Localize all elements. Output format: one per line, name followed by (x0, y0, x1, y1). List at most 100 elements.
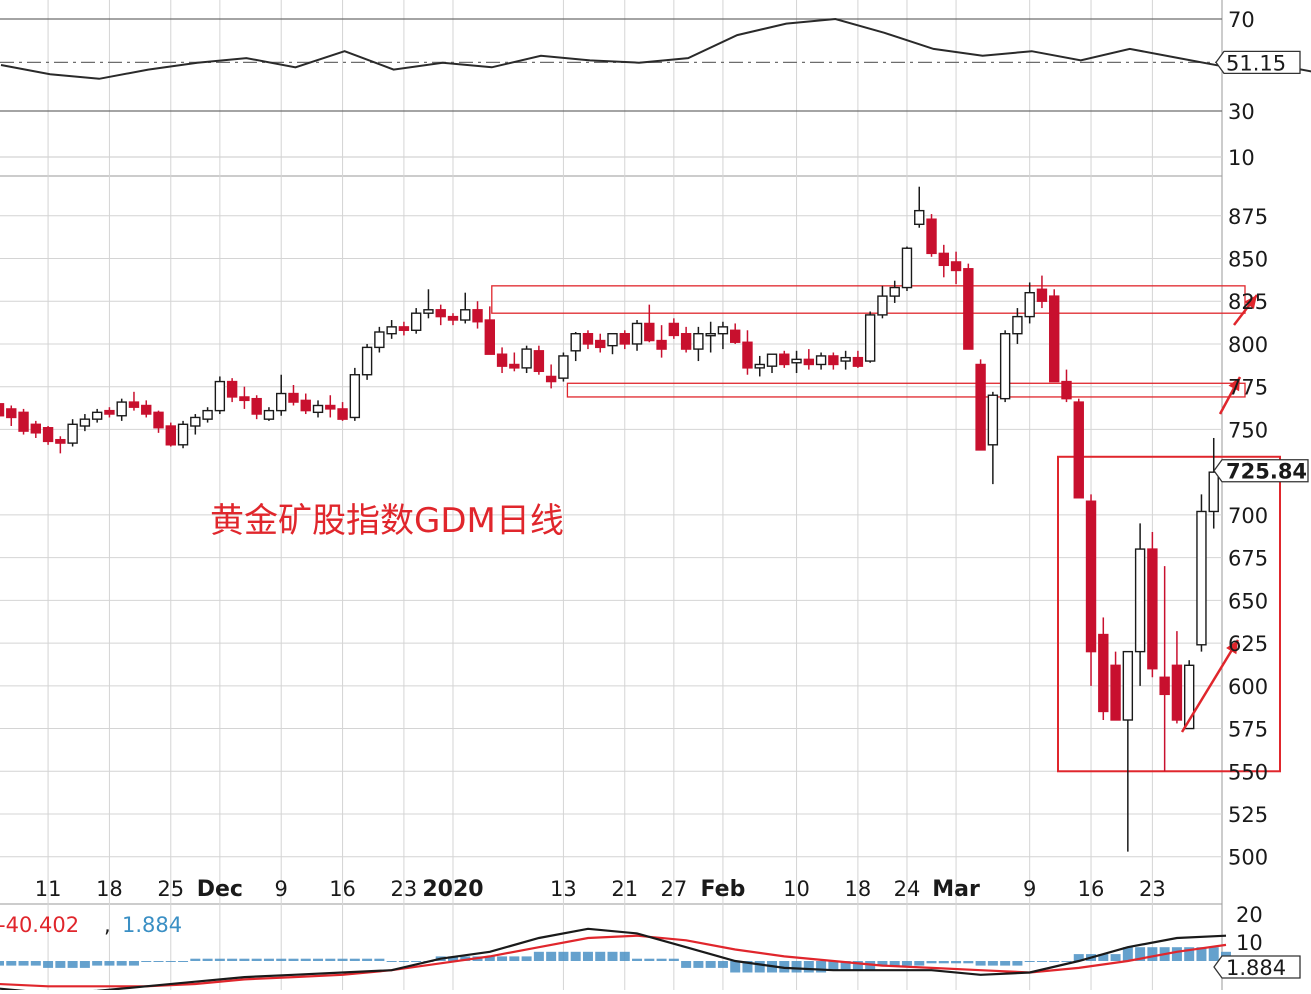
candle-body (165, 425, 176, 446)
x-tick-label: 21 (611, 877, 638, 901)
macd-histogram-bar (852, 961, 863, 971)
candle-body (42, 427, 54, 443)
macd-histogram-bar (1208, 947, 1219, 961)
macd-line (0, 927, 1227, 994)
candle-body (1196, 510, 1207, 646)
candle-body (619, 333, 630, 345)
macd-histogram-bar (632, 958, 643, 961)
candle-body (104, 409, 115, 415)
x-tick-label: 11 (35, 877, 62, 901)
candle-body (570, 333, 581, 352)
candle-body (938, 252, 949, 267)
rsi-last-value-box (1215, 50, 1301, 75)
candle-body (656, 339, 667, 350)
macd-histogram-bar (251, 958, 262, 961)
macd-histogram-bar (497, 956, 508, 961)
rsi-tick-label: 30 (1228, 100, 1255, 124)
candle-body (116, 401, 127, 417)
macd-histogram-bar (840, 961, 851, 971)
candle-body (779, 353, 790, 366)
candle-body (79, 418, 91, 427)
candle-body (239, 396, 250, 402)
candle-body (545, 375, 557, 383)
macd-histogram-bar (349, 958, 360, 961)
macd-histogram-bar (656, 958, 667, 961)
macd-histogram-bar (730, 961, 741, 973)
candle-body (300, 399, 311, 412)
macd-histogram-bar (141, 961, 152, 962)
candle-body (754, 363, 765, 369)
macd-histogram-bar (889, 961, 900, 966)
macd-histogram-bar (153, 961, 164, 962)
resistance-zone-0 (566, 382, 1246, 398)
price-tick-label: 800 (1228, 333, 1268, 357)
macd-histogram-bar (1135, 947, 1146, 961)
macd-histogram-bar (926, 961, 937, 964)
macd-histogram-bar (570, 951, 581, 961)
candle-body (1134, 548, 1146, 653)
candle-body (361, 346, 373, 376)
candle-body (447, 315, 459, 321)
macd-histogram-bar (288, 958, 299, 961)
price-last-value-label: 725.84 (1226, 460, 1307, 484)
x-tick-label: 16 (1078, 877, 1105, 901)
price-tick-label: 850 (1228, 247, 1268, 271)
macd-tick-label: 20 (1236, 903, 1263, 927)
macd-legend-value: -40.402 (0, 913, 79, 937)
macd-histogram-bar (0, 961, 4, 966)
x-tick-label: 23 (391, 877, 418, 901)
candle-body (91, 411, 103, 420)
macd-histogram-bar (828, 961, 839, 971)
macd-histogram-bar (214, 958, 225, 961)
candle-body (963, 268, 974, 350)
price-tick-label: 650 (1228, 589, 1268, 613)
candle-body (251, 397, 262, 415)
macd-histogram-bar (742, 961, 753, 973)
macd-histogram-bar (1073, 954, 1084, 961)
macd-histogram-bar (128, 961, 139, 966)
candle-body (337, 408, 348, 420)
candle-body (840, 356, 851, 362)
macd-histogram-bar (558, 951, 569, 961)
macd-histogram-bar (92, 961, 103, 966)
candle-body (852, 356, 864, 367)
x-tick-label: Dec (197, 877, 243, 902)
macd-last-value-box (1213, 955, 1301, 979)
x-tick-label: 27 (660, 877, 687, 901)
candle-body (226, 380, 238, 398)
candle-body (18, 411, 29, 432)
x-tick-label: 9 (275, 877, 288, 901)
macd-histogram-bar (816, 961, 827, 973)
candle-body (276, 392, 287, 412)
candle-body (153, 411, 164, 429)
macd-histogram-bar (1000, 961, 1011, 966)
candle-body (202, 409, 213, 420)
candle-body (705, 333, 716, 337)
chart-annotation: 黄金矿股指数GDM日线 (210, 501, 564, 541)
x-tick-label: 18 (96, 877, 123, 901)
price-tick-label: 525 (1228, 803, 1268, 827)
macd-histogram-bar (1122, 947, 1133, 961)
macd-histogram-bar (877, 961, 888, 966)
macd-histogram-bar (55, 961, 66, 968)
candle-body (177, 423, 189, 446)
candle-body (815, 355, 827, 366)
rsi-line (0, 17, 1311, 80)
axes: 70 30 10 51.15 875 850 825 800 775 750 700 675 650 62… (0, 8, 1309, 980)
candle-body (1208, 471, 1219, 513)
candle-body (325, 404, 336, 410)
candle-body (521, 348, 532, 369)
candle-body (386, 326, 397, 335)
macd-histogram-bar (67, 961, 78, 968)
macd-histogram-bar (717, 961, 728, 968)
candle-body (1147, 548, 1158, 670)
macd-histogram-bar (975, 961, 986, 966)
macd-histogram-bar (1098, 954, 1109, 961)
candle-body (1024, 291, 1035, 318)
resistance-zone-1 (491, 285, 1246, 314)
candle-body (828, 355, 839, 366)
price-panel (0, 186, 1281, 852)
macd-histogram-bar (1147, 947, 1158, 961)
macd-histogram-bar (362, 958, 373, 961)
